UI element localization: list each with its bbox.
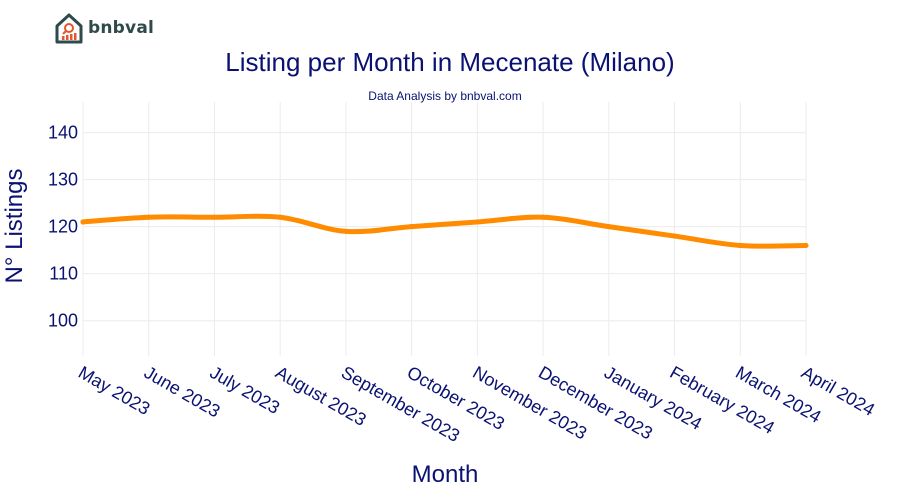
data-point <box>803 242 809 248</box>
chart-title: Listing per Month in Mecenate (Milano) <box>225 47 674 77</box>
y-tick-label: 140 <box>48 123 78 143</box>
y-axis-title: N° Listings <box>1 169 28 284</box>
grid <box>82 102 807 356</box>
data-point <box>540 214 546 220</box>
data-point <box>80 219 86 225</box>
data-point <box>343 228 349 234</box>
x-axis-title: Month <box>412 461 479 488</box>
data-point <box>672 233 678 239</box>
data-point <box>409 224 415 230</box>
y-axis-ticks: 100 110 120 130 140 <box>48 123 78 331</box>
x-tick-label: December 2023 <box>535 362 656 443</box>
data-point <box>146 214 152 220</box>
y-tick-label: 120 <box>48 217 78 237</box>
brand-name: bnbval <box>88 18 155 38</box>
data-point <box>211 214 217 220</box>
series-lines <box>80 213 809 249</box>
data-point <box>277 214 283 220</box>
x-tick-label: May 2023 <box>75 362 153 419</box>
series-line <box>80 213 809 249</box>
x-tick-label: November 2023 <box>469 362 590 443</box>
y-tick-label: 130 <box>48 170 78 190</box>
y-tick-label: 110 <box>49 264 78 284</box>
data-point <box>606 224 612 230</box>
data-point <box>737 242 743 248</box>
chart-subtitle: Data Analysis by bnbval.com <box>368 89 521 103</box>
y-tick-label: 100 <box>48 311 78 331</box>
brand-logo: bnbval <box>54 12 154 44</box>
house-chart-icon <box>55 13 83 44</box>
data-point <box>474 219 480 225</box>
